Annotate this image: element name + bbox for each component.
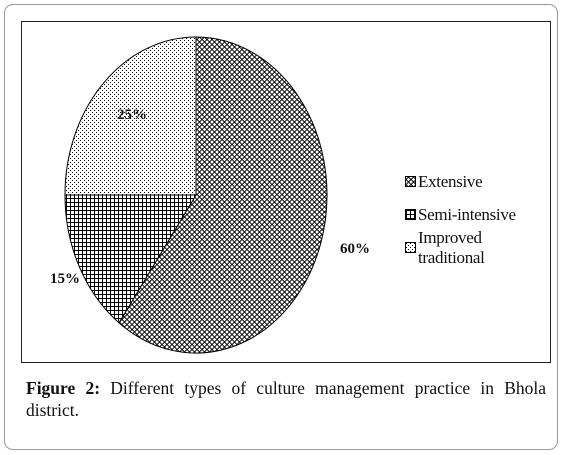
caption-text: Different types of culture management pr… [26, 378, 546, 420]
pie-slice-semi-intensive [64, 194, 197, 324]
pie-slice-extensive [118, 36, 328, 354]
legend-item-extensive: Extensive [405, 165, 550, 198]
pie-slice-improved-traditional [64, 36, 197, 196]
legend-label: Extensive [418, 171, 483, 191]
chart-area: 60% 15% 25% Extensive Semi-intensive Impro… [21, 21, 551, 363]
slice-data-label: 15% [50, 271, 80, 287]
figure-frame: 60% 15% 25% Extensive Semi-intensive Impro… [4, 4, 558, 450]
legend: Extensive Semi-intensive Improved tradit… [405, 165, 550, 267]
legend-item-improved-traditional: Improved traditional [405, 228, 550, 267]
legend-swatch-extensive [405, 176, 416, 187]
figure-caption: Figure 2: Different types of culture man… [26, 377, 546, 421]
caption-label: Figure 2: [26, 378, 101, 398]
legend-label: Improved traditional [418, 227, 485, 267]
legend-swatch-improved-traditional [405, 242, 416, 253]
slice-data-label: 25% [117, 107, 147, 123]
legend-item-semi-intensive: Semi-intensive [405, 198, 550, 231]
slice-data-label: 60% [340, 241, 370, 257]
legend-label: Semi-intensive [418, 204, 516, 224]
legend-swatch-semi-intensive [405, 209, 416, 220]
pie-chart: 60% 15% 25% [50, 36, 370, 354]
